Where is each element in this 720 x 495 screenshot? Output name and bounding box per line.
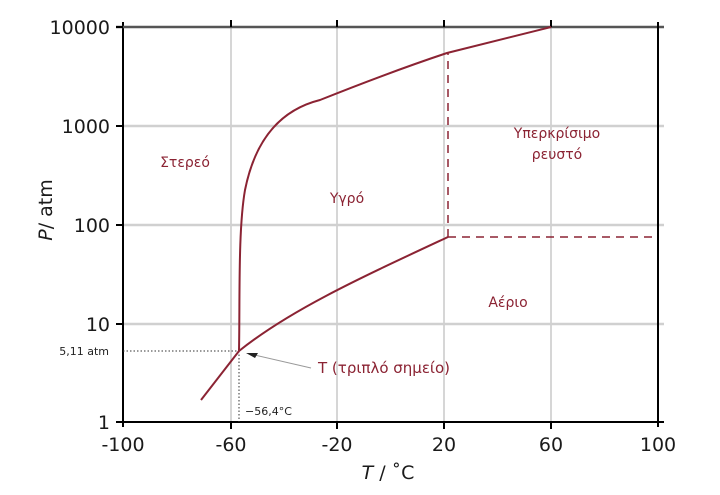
region-solid-label: Στερεό bbox=[160, 155, 210, 171]
phase-curves bbox=[200, 26, 652, 401]
region-liquid-label: Υγρό bbox=[329, 191, 364, 207]
y-tick-1000: 1000 bbox=[62, 116, 110, 138]
sublimation-curve bbox=[200, 350, 240, 401]
y-tick-10000: 10000 bbox=[50, 17, 110, 39]
x-tick-60: 60 bbox=[539, 434, 563, 456]
region-gas-label: Αέριο bbox=[488, 295, 527, 311]
x-tick-20: 20 bbox=[432, 434, 456, 456]
x-tick-minus60: -60 bbox=[215, 434, 246, 456]
y-tick-1: 1 bbox=[98, 412, 110, 434]
arrow-head-icon bbox=[246, 353, 258, 358]
x-tick-labels: -100 -60 -20 20 60 100 bbox=[101, 434, 676, 456]
y-axis-title: P/ atm bbox=[35, 179, 57, 241]
triple-point-guides bbox=[123, 350, 240, 422]
y-tick-100: 100 bbox=[74, 215, 110, 237]
triple-point-label: T (τριπλό σημείο) bbox=[317, 359, 450, 377]
triple-temperature-label: −56,4°C bbox=[245, 405, 292, 418]
triple-pressure-label: 5,11 atm bbox=[59, 345, 109, 358]
x-axis-title: T / ˚C bbox=[362, 462, 415, 484]
x-tick-minus100: -100 bbox=[101, 434, 144, 456]
y-tick-labels: 10000 1000 100 10 1 bbox=[50, 17, 110, 434]
triple-point-pointer bbox=[246, 353, 312, 369]
arrow-line bbox=[249, 353, 312, 369]
vaporization-curve bbox=[238, 236, 449, 352]
melting-curve bbox=[238, 26, 552, 352]
region-supercritical-label-2: ρευστό bbox=[532, 147, 582, 163]
x-tick-100: 100 bbox=[640, 434, 676, 456]
axes bbox=[116, 20, 664, 429]
region-supercritical-label-1: Υπερκρίσιμο bbox=[513, 126, 600, 142]
x-tick-minus20: -20 bbox=[321, 434, 352, 456]
y-tick-10: 10 bbox=[86, 314, 110, 336]
